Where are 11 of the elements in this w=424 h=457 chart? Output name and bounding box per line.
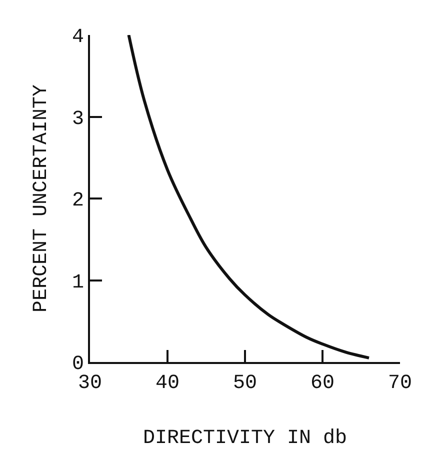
y-tick-label: 3 [72,108,84,131]
y-tick-label: 2 [72,190,84,212]
x-axis-title: DIRECTIVITY IN db [142,427,348,450]
y-tick-label: 4 [72,26,84,49]
line-series [127,35,370,360]
x-tick-label: 60 [310,372,335,395]
x-tick-label: 50 [232,372,258,395]
x-tick-label: 40 [155,372,180,395]
y-axis-title: PERCENT UNCERTAINTY [30,84,53,313]
y-tick-label: 1 [72,271,84,294]
x-tick-label: 70 [388,372,412,395]
